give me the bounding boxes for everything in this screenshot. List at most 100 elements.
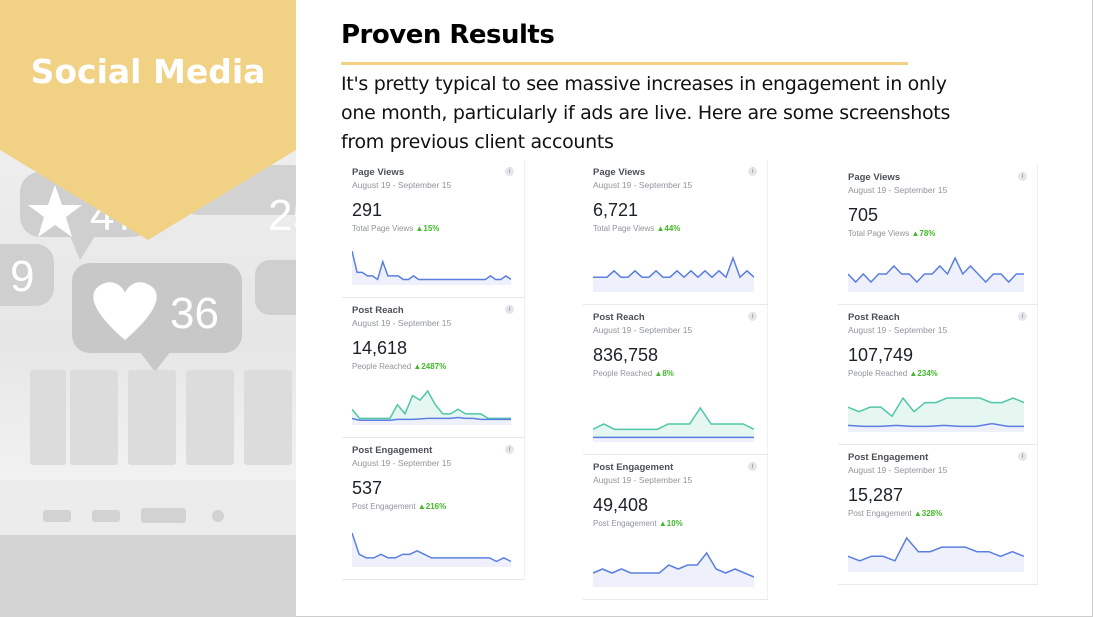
info-icon[interactable]: i — [748, 312, 757, 321]
change-badge: ▲44% — [656, 224, 681, 233]
info-icon[interactable]: i — [748, 462, 757, 471]
insight-card: Page Views i August 19 - September 15 29… — [342, 160, 525, 298]
sparkline-area — [352, 417, 511, 425]
change-badge: ▲15% — [415, 224, 440, 233]
change-badge: ▲328% — [913, 509, 943, 518]
social-badges-illustration: 47 9 36 25 — [0, 0, 296, 617]
insight-card: Post Engagement i August 19 - September … — [838, 445, 1038, 585]
info-icon[interactable]: i — [748, 167, 757, 176]
card-subtitle: Total Page Views ▲15% — [352, 224, 440, 233]
sparkline — [848, 536, 1024, 572]
sparkline-line — [352, 416, 511, 422]
change-badge: ▲10% — [658, 519, 683, 528]
sparkline-line — [593, 406, 754, 431]
sparkline-line — [352, 389, 511, 420]
sparkline-line — [848, 536, 1024, 562]
card-date-range: August 19 - September 15 — [352, 318, 452, 328]
card-title: Page Views — [593, 167, 646, 178]
insight-card: Post Reach i August 19 - September 15 14… — [342, 298, 525, 438]
sparkline-line — [593, 551, 754, 578]
sparkline — [352, 250, 511, 285]
insight-card: Post Engagement i August 19 - September … — [583, 455, 768, 600]
insight-card: Post Reach i August 19 - September 15 83… — [583, 305, 768, 455]
card-title: Page Views — [848, 172, 901, 183]
change-badge: ▲216% — [417, 502, 447, 511]
card-value: 49,408 — [593, 495, 649, 515]
change-badge: ▲234% — [909, 369, 938, 378]
card-title: Post Engagement — [848, 452, 929, 463]
card-title: Post Reach — [848, 312, 900, 323]
page-title: Proven Results — [341, 20, 555, 50]
info-icon[interactable]: i — [1018, 452, 1027, 461]
card-value: 14,618 — [352, 338, 408, 358]
card-date-range: August 19 - September 15 — [848, 185, 948, 195]
title-underline — [341, 62, 908, 65]
insight-card: Page Views i August 19 - September 15 6,… — [583, 160, 768, 305]
info-icon[interactable]: i — [505, 167, 514, 176]
sparkline — [593, 406, 754, 442]
card-date-range: August 19 - September 15 — [593, 475, 693, 485]
card-subtitle: People Reached ▲8% — [593, 369, 674, 378]
info-icon[interactable]: i — [505, 305, 514, 314]
sparkline — [352, 389, 511, 425]
card-date-range: August 19 - September 15 — [593, 325, 693, 335]
change-badge: ▲78% — [911, 229, 936, 238]
card-subtitle: People Reached ▲2487% — [352, 362, 447, 371]
sparkline — [352, 532, 511, 567]
card-value: 15,287 — [848, 485, 904, 505]
sparkline-area — [593, 553, 754, 587]
sparkline-line — [848, 422, 1024, 428]
card-subtitle: Post Engagement ▲328% — [848, 509, 943, 518]
card-subtitle: Total Page Views ▲78% — [848, 229, 936, 238]
sparkline-area — [593, 437, 754, 442]
card-date-range: August 19 - September 15 — [848, 325, 948, 335]
card-value: 705 — [848, 205, 879, 225]
banner-title: Social Media — [30, 52, 266, 91]
card-date-range: August 19 - September 15 — [848, 465, 948, 475]
sparkline-line — [848, 256, 1024, 284]
sparkline — [593, 256, 754, 292]
sparkline-area — [593, 408, 754, 442]
card-value: 537 — [352, 478, 383, 498]
sparkline-area — [352, 533, 511, 567]
star-icon — [28, 185, 82, 237]
insight-card: Post Engagement i August 19 - September … — [342, 438, 525, 580]
insight-card: Post Reach i August 19 - September 15 10… — [838, 305, 1038, 445]
sparkline — [848, 256, 1024, 292]
card-subtitle: Post Engagement ▲216% — [352, 502, 447, 511]
card-subtitle: Post Engagement ▲10% — [593, 519, 683, 528]
info-icon[interactable]: i — [505, 445, 514, 454]
svg-text:9: 9 — [10, 252, 34, 301]
sparkline — [593, 551, 754, 587]
sparkline-line — [848, 396, 1024, 418]
heart-icon — [93, 282, 157, 340]
card-subtitle: People Reached ▲234% — [848, 369, 938, 378]
svg-text:36: 36 — [170, 289, 219, 338]
card-value: 6,721 — [593, 200, 639, 220]
info-icon[interactable]: i — [1018, 172, 1027, 181]
info-icon[interactable]: i — [1018, 312, 1027, 321]
sparkline-area — [848, 258, 1024, 292]
card-title: Page Views — [352, 167, 405, 178]
card-subtitle: Total Page Views ▲44% — [593, 224, 681, 233]
card-title: Post Reach — [352, 305, 404, 316]
sparkline-area — [848, 398, 1024, 432]
change-badge: ▲2487% — [413, 362, 447, 371]
card-date-range: August 19 - September 15 — [352, 180, 452, 190]
description: It's pretty typical to see massive incre… — [341, 73, 951, 153]
sparkline-area — [848, 538, 1024, 572]
insight-card: Page Views i August 19 - September 15 70… — [838, 165, 1038, 305]
card-value: 291 — [352, 200, 383, 220]
card-date-range: August 19 - September 15 — [593, 180, 693, 190]
background-image: 47 9 36 25 Social Media — [0, 0, 296, 617]
card-date-range: August 19 - September 15 — [352, 458, 452, 468]
sparkline-line — [352, 532, 511, 563]
card-title: Post Engagement — [352, 445, 433, 456]
card-title: Post Reach — [593, 312, 645, 323]
svg-text:25: 25 — [268, 191, 296, 240]
sparkline-line — [352, 250, 511, 281]
card-value: 836,758 — [593, 345, 659, 365]
card-value: 107,749 — [848, 345, 914, 365]
sparkline — [848, 396, 1024, 432]
card-title: Post Engagement — [593, 462, 674, 473]
